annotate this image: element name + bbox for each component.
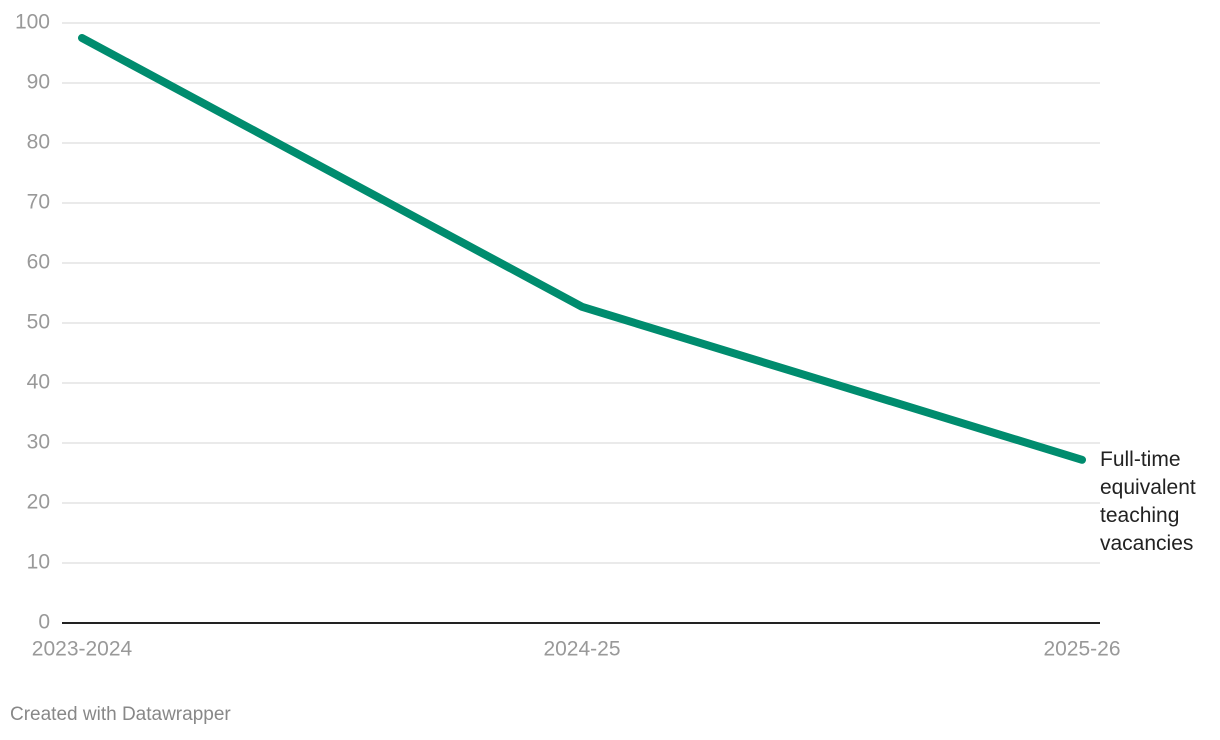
y-tick-label: 90: [27, 71, 50, 94]
line: [78, 34, 1086, 464]
y-tick-label: 20: [27, 491, 50, 514]
x-tick-label: 2025-26: [1043, 638, 1120, 661]
y-tick-label: 10: [27, 551, 50, 574]
y-tick-label: 80: [27, 131, 50, 154]
y-tick-label: 100: [15, 11, 50, 34]
y-tick-label: 40: [27, 371, 50, 394]
x-tick-label: 2024-25: [543, 638, 620, 661]
y-tick-label: 70: [27, 191, 50, 214]
series-label: Full-time equivalent teaching vacancies: [1100, 448, 1196, 555]
credit: Created with Datawrapper: [10, 704, 231, 725]
y-tick-label: 60: [27, 251, 50, 274]
y-tick-label: 50: [27, 311, 50, 334]
y-tick-label: 0: [38, 611, 50, 634]
x-tick-label: 2023-2024: [32, 638, 133, 661]
y-tick-label: 30: [27, 431, 50, 454]
